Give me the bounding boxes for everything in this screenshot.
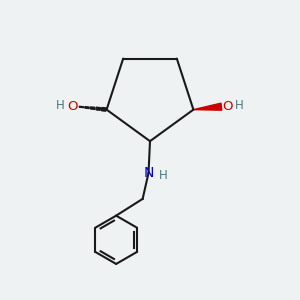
Polygon shape <box>79 106 84 108</box>
Polygon shape <box>96 107 100 110</box>
Text: O: O <box>67 100 77 113</box>
Text: H: H <box>56 99 65 112</box>
Text: H: H <box>235 99 244 112</box>
Polygon shape <box>90 107 95 110</box>
Text: N: N <box>143 166 154 180</box>
Polygon shape <box>85 106 89 109</box>
Text: H: H <box>159 169 168 182</box>
Polygon shape <box>194 103 222 110</box>
Text: O: O <box>223 100 233 113</box>
Polygon shape <box>101 107 106 111</box>
